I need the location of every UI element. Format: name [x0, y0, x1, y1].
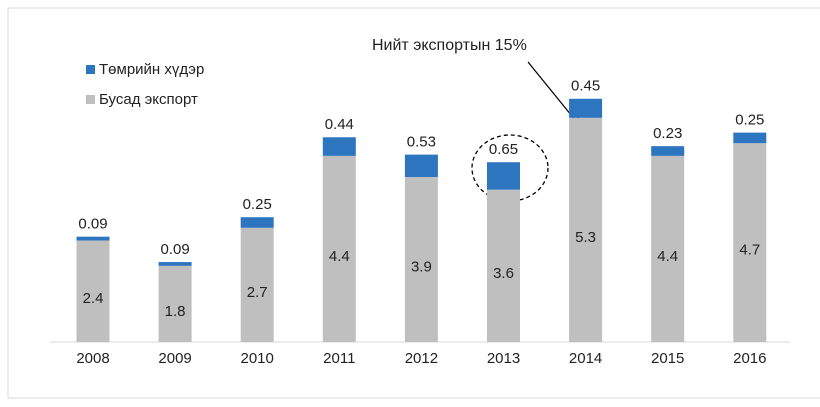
value-label: 0.23	[653, 125, 682, 142]
bar-segment	[569, 117, 603, 342]
legend-label: Төмрийн хүдэр	[99, 61, 204, 78]
legend-label: Бусад экспорт	[99, 91, 198, 108]
bar-segment	[240, 217, 274, 228]
x-tick-label: 2015	[651, 350, 684, 367]
bar-segment	[322, 137, 356, 156]
value-label: 3.6	[493, 265, 514, 282]
x-tick-label: 2012	[405, 350, 438, 367]
x-tick-label: 2011	[323, 350, 355, 367]
bar-segment	[733, 132, 767, 144]
bar-segment	[569, 98, 603, 118]
x-tick-label: 2009	[158, 350, 191, 367]
annotation: Нийт экспортын 15%	[372, 37, 527, 54]
bar-segment	[158, 265, 192, 342]
x-tick-label: 2013	[487, 350, 520, 367]
bar-segment	[158, 262, 192, 266]
value-label: 3.9	[411, 258, 432, 275]
bar-segment	[240, 227, 274, 342]
x-tick-label: 2010	[241, 350, 274, 367]
legend-swatch	[86, 65, 95, 74]
value-label: 4.7	[739, 242, 760, 259]
value-label: 0.44	[325, 116, 354, 133]
value-label: 0.25	[735, 112, 764, 129]
highlight-circle	[471, 134, 549, 202]
bar-segment	[651, 146, 685, 156]
value-label: 0.65	[489, 141, 518, 158]
bar-segment	[651, 155, 685, 342]
value-label: 0.53	[407, 134, 436, 151]
bar-segment	[404, 154, 438, 178]
x-tick-label: 2016	[733, 350, 766, 367]
value-label: 4.4	[329, 248, 350, 265]
x-tick-label: 2008	[76, 350, 109, 367]
bar-segment	[487, 189, 520, 342]
value-label: 0.25	[243, 196, 272, 213]
value-label: 1.8	[165, 303, 186, 320]
value-label: 5.3	[575, 229, 596, 246]
value-label: 0.09	[160, 241, 189, 258]
value-label: 2.4	[83, 290, 104, 307]
bar-segment	[404, 177, 438, 342]
legend-swatch	[86, 95, 95, 104]
bar-segment	[76, 236, 110, 241]
value-label: 0.45	[571, 78, 600, 95]
bar-segment	[487, 162, 520, 190]
bar-segment	[733, 143, 767, 342]
bar-segment	[76, 240, 110, 342]
value-label: 4.4	[657, 248, 678, 265]
chart-frame	[7, 7, 820, 399]
value-label: 2.7	[247, 284, 268, 301]
bar-segment	[322, 155, 356, 342]
value-label: 0.09	[78, 216, 107, 233]
x-tick-label: 2014	[569, 350, 602, 367]
